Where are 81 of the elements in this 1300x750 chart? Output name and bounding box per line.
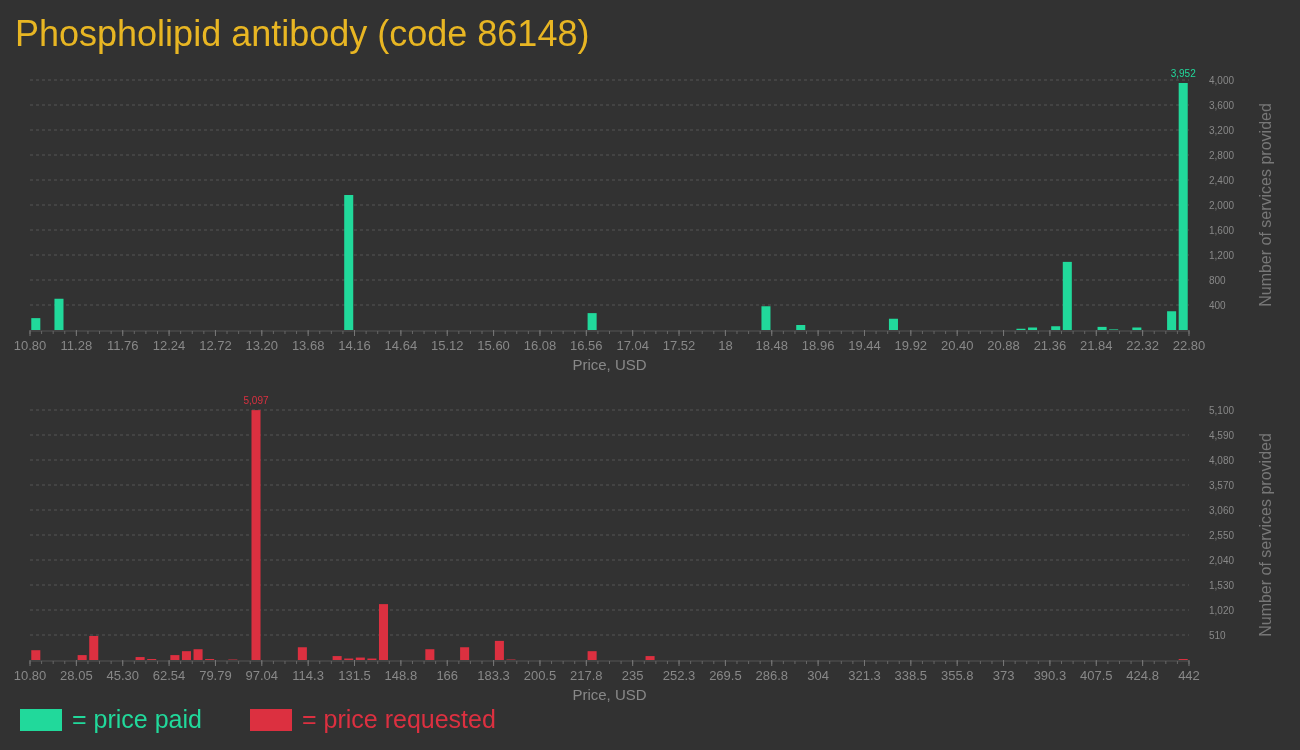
x-tick-label: 62.54 [152,668,186,683]
x-tick-label: 355.8 [940,668,974,683]
x-tick-label: 304 [807,668,829,683]
x-tick-label: 131.5 [338,668,371,683]
x-tick-label: 19.44 [848,338,881,353]
data-label: 3,952 [1170,68,1197,79]
y-tick-label: 1,530 [1209,580,1235,591]
x-tick-label: 20.40 [940,338,974,353]
y-tick-label: 2,400 [1209,175,1235,186]
y-tick-label: 4,590 [1209,430,1235,441]
y-tick-label: 4,000 [1209,75,1235,86]
y-tick-label: 800 [1209,275,1227,286]
data-label: 5,097 [243,395,269,407]
x-tick-label: 407.5 [1080,668,1113,683]
x-tick-label: 19.92 [894,338,928,353]
x-tick-label: 45.30 [106,668,139,683]
x-tick-label: 166 [436,668,459,683]
legend-label: = price requested [302,705,496,733]
x-tick-label: 20.88 [987,338,1020,353]
y-axis-title: Number of services provided [1257,103,1274,307]
y-tick-label: 2,000 [1209,200,1235,211]
x-tick-label: 183.3 [477,668,510,683]
x-tick-label: 424.8 [1126,668,1159,683]
x-tick-label: 148.8 [384,668,418,683]
x-tick-label: 28.05 [60,668,93,683]
x-tick-label: 22.80 [1172,338,1206,353]
y-tick-label: 510 [1209,630,1227,641]
x-tick-label: 16.56 [570,338,603,353]
chart-title: Phospholipid antibody (code 86148) [15,13,590,54]
x-tick-label: 286.8 [755,668,789,683]
y-tick-label: 5,100 [1209,405,1235,416]
y-tick-label: 3,600 [1209,100,1235,111]
y-tick-label: 2,800 [1209,150,1235,161]
x-axis-title: Price, USD [572,686,647,703]
y-tick-label: 2,550 [1209,530,1235,541]
x-tick-label: 10.80 [13,338,47,353]
x-tick-label: 10.80 [13,668,47,683]
y-axis-title: Number of services provided [1257,433,1274,637]
y-tick-label: 3,200 [1209,125,1235,136]
y-tick-label: 2,040 [1209,555,1235,566]
x-tick-label: 79.79 [199,668,232,683]
x-tick-label: 18 [718,338,733,353]
x-tick-label: 252.3 [662,668,696,683]
x-tick-label: 15.60 [477,338,510,353]
y-tick-label: 4,080 [1209,455,1235,466]
legend-label: = price paid [72,705,202,733]
y-tick-label: 3,570 [1209,480,1235,491]
x-axis-title: Price, USD [572,356,647,373]
x-tick-label: 235 [621,668,644,683]
x-tick-label: 373 [992,668,1015,683]
x-tick-label: 21.36 [1033,338,1067,353]
x-tick-label: 338.5 [894,668,928,683]
x-tick-label: 12.24 [152,338,186,353]
x-tick-label: 18.96 [801,338,835,353]
x-tick-label: 14.16 [338,338,371,353]
x-tick-label: 17.52 [662,338,696,353]
x-tick-label: 15.12 [430,338,464,353]
y-tick-label: 1,600 [1209,225,1235,236]
x-tick-label: 11.76 [106,338,139,353]
x-tick-label: 200.5 [523,668,557,683]
x-tick-label: 114.3 [292,668,324,683]
x-tick-label: 390.3 [1033,668,1067,683]
x-tick-label: 12.72 [199,338,232,353]
x-tick-label: 442 [1178,668,1200,683]
x-tick-label: 14.64 [384,338,418,353]
x-tick-label: 22.32 [1126,338,1159,353]
y-tick-label: 3,060 [1209,505,1235,516]
x-tick-label: 16.08 [523,338,557,353]
x-tick-label: 97.04 [245,668,279,683]
x-tick-label: 269.5 [709,668,742,683]
x-tick-label: 13.20 [245,338,279,353]
y-tick-label: 400 [1209,300,1227,311]
y-tick-label: 1,200 [1209,250,1235,261]
x-tick-label: 13.68 [291,338,325,353]
x-tick-label: 11.28 [60,338,93,353]
x-tick-label: 17.04 [616,338,649,353]
y-tick-label: 1,020 [1209,605,1235,616]
x-tick-label: 18.48 [755,338,789,353]
x-tick-label: 321.3 [848,668,881,683]
x-tick-label: 21.84 [1080,338,1113,353]
x-tick-label: 217.8 [570,668,603,683]
